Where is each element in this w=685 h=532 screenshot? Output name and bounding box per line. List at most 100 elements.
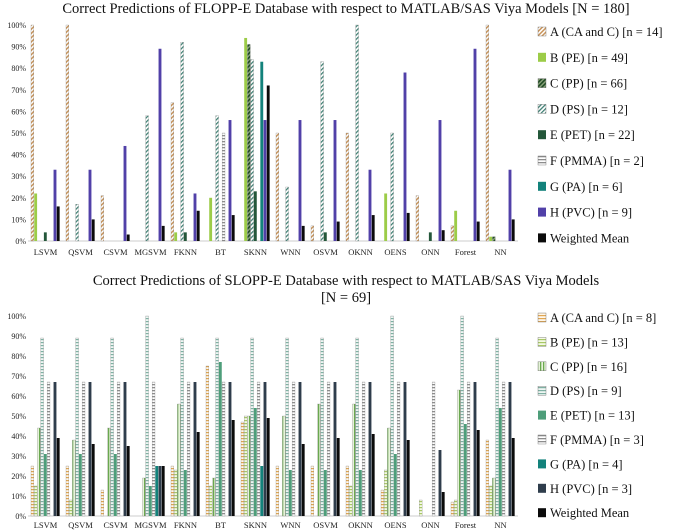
x-tick-label: CSVM: [103, 247, 128, 257]
bar: [310, 225, 314, 242]
bar: [380, 489, 384, 517]
y-tick-label: 70%: [11, 372, 26, 381]
bar: [371, 434, 375, 516]
y-tick-label: 40%: [11, 151, 26, 160]
bar: [193, 382, 197, 516]
bar: [310, 465, 314, 517]
bar: [247, 44, 251, 242]
bar: [260, 61, 264, 241]
legend-swatch: [537, 78, 547, 88]
bar: [218, 362, 222, 516]
bar: [212, 477, 216, 517]
bar: [40, 337, 44, 517]
legend-swatch: [538, 207, 546, 217]
bar: [476, 430, 480, 516]
x-tick-label: FKNN: [174, 247, 197, 257]
bar: [508, 382, 512, 516]
bar: [253, 191, 257, 241]
bar: [244, 415, 248, 517]
legend-label: D (PS) [n = 9]: [550, 384, 622, 398]
legend-swatch: [537, 386, 547, 396]
bar: [158, 466, 162, 516]
bar: [495, 337, 499, 517]
bar: [30, 465, 34, 517]
x-tick-label: QSVM: [68, 520, 93, 530]
y-tick-label: 0%: [15, 512, 26, 521]
bar: [457, 389, 461, 517]
bar: [431, 381, 436, 517]
bar: [244, 37, 248, 242]
bar: [247, 415, 251, 517]
bar: [209, 197, 213, 241]
legend-label: B (PE) [n = 13]: [550, 335, 628, 349]
bar: [65, 465, 69, 517]
bar: [454, 499, 458, 517]
bar: [126, 234, 130, 241]
x-tick-label: OKNN: [348, 520, 373, 530]
y-tick-label: 20%: [11, 472, 26, 481]
bar: [349, 485, 353, 517]
bar: [320, 337, 324, 517]
bar: [406, 440, 410, 516]
bar: [88, 382, 92, 516]
legend-swatch: [538, 410, 546, 420]
x-tick-label: NN: [494, 520, 506, 530]
bar: [333, 382, 337, 516]
bar: [266, 418, 270, 516]
bar: [355, 337, 359, 517]
x-tick-label: OSVM: [313, 247, 338, 257]
bar: [368, 169, 372, 241]
bar: [358, 470, 362, 516]
bar: [476, 221, 480, 241]
bar: [123, 145, 127, 241]
x-tick-label: OKNN: [348, 247, 373, 257]
bar: [142, 477, 146, 517]
bar: [263, 382, 267, 516]
bar: [396, 381, 401, 517]
x-tick-label: Forest: [455, 520, 477, 530]
bar: [209, 485, 213, 517]
bar: [263, 120, 267, 241]
x-tick-label: OENS: [384, 247, 406, 257]
bar: [231, 215, 235, 241]
bar: [221, 381, 226, 517]
bar: [180, 42, 184, 242]
bar: [492, 477, 496, 517]
legend-label: H (PVC) [n = 3]: [550, 482, 632, 496]
bar: [390, 132, 394, 242]
bar: [473, 48, 477, 242]
bar: [406, 212, 410, 241]
bar: [355, 24, 359, 242]
bar: [145, 115, 149, 242]
x-tick-label: NN: [494, 247, 506, 257]
bar: [473, 382, 477, 516]
bar: [205, 365, 209, 517]
chart-title-line: Correct Predictions of SLOPP-E Database …: [93, 273, 600, 289]
y-tick-label: 30%: [11, 172, 26, 181]
bar: [463, 424, 467, 516]
y-tick-label: 50%: [11, 129, 26, 138]
bar: [285, 337, 289, 517]
y-tick-label: 20%: [11, 194, 26, 203]
x-tick-label: ONN: [421, 247, 439, 257]
bar: [415, 195, 419, 242]
bar: [460, 315, 464, 517]
bar: [72, 439, 76, 517]
bar: [228, 120, 232, 241]
bar: [221, 132, 226, 242]
bar: [186, 381, 191, 517]
y-tick-label: 90%: [11, 43, 26, 52]
bar: [161, 225, 165, 241]
bar: [384, 469, 388, 517]
legend-swatch: [538, 459, 546, 469]
x-tick-label: CSVM: [103, 520, 128, 530]
bar: [180, 337, 184, 517]
bar: [228, 382, 232, 516]
bar: [492, 236, 496, 242]
bar: [298, 382, 302, 516]
bar: [155, 466, 159, 516]
bar: [107, 427, 111, 517]
y-tick-label: 80%: [11, 352, 26, 361]
legend-label: A (CA and C) [n = 14]: [550, 25, 663, 39]
bar: [43, 454, 47, 516]
